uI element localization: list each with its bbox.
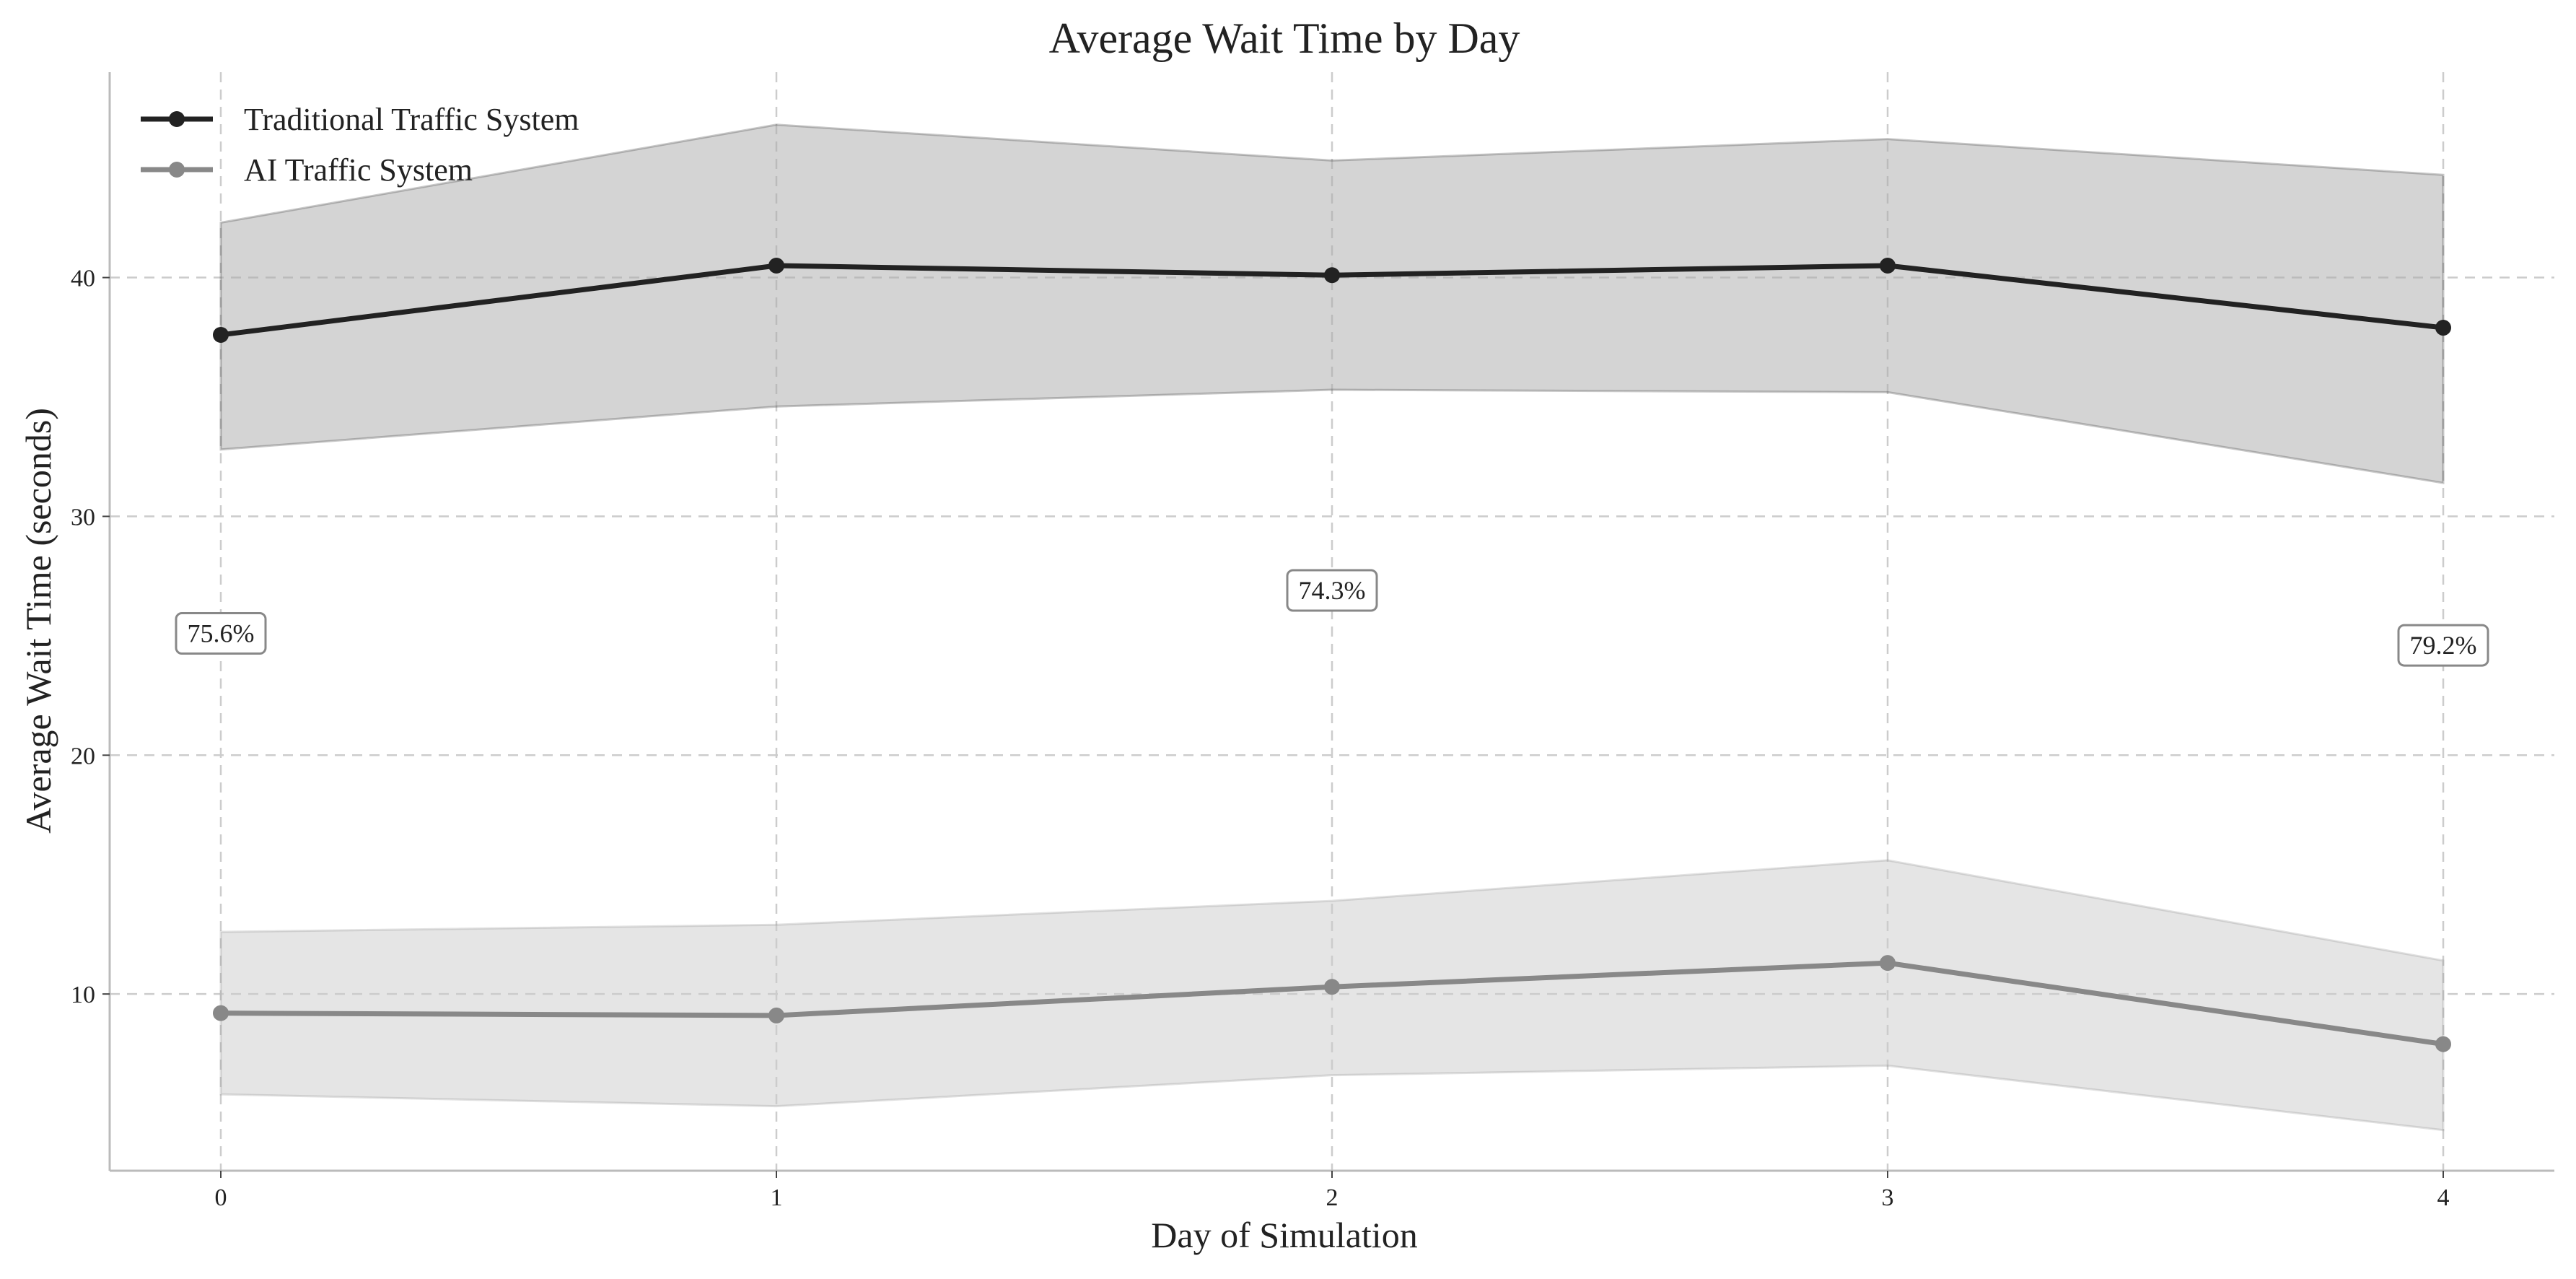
x-tick-label: 0: [215, 1184, 227, 1211]
y-tick-label: 30: [71, 504, 95, 531]
annotation-frame: [1286, 569, 1378, 612]
chart-title: Average Wait Time by Day: [1049, 14, 1520, 62]
annotation-text: 75.6%: [188, 619, 255, 648]
legend-marker-traditional: [169, 111, 185, 127]
annotation-text: 79.2%: [2410, 631, 2477, 660]
legend: Traditional Traffic System AI Traffic Sy…: [141, 102, 579, 188]
legend-label-ai: AI Traffic System: [244, 152, 473, 188]
data-point-traditional: [2435, 320, 2451, 336]
x-tick-label: 2: [1326, 1184, 1339, 1211]
data-point-ai: [213, 1005, 229, 1021]
annotation-box: 79.2%: [2397, 624, 2489, 667]
x-tick-label: 4: [2437, 1184, 2450, 1211]
data-point-traditional: [1324, 267, 1340, 284]
y-tick-label: 40: [71, 266, 95, 292]
y-tick-label: 10: [71, 982, 95, 1008]
data-point-ai: [1324, 979, 1340, 995]
annotation-box: 74.3%: [1286, 569, 1378, 612]
x-tick-label: 3: [1882, 1184, 1894, 1211]
axis-ticks: 0 1 2 3 4 10 20 30 40: [71, 266, 2450, 1211]
x-tick-label: 1: [771, 1184, 783, 1211]
annotation-frame: [2397, 624, 2489, 667]
legend-marker-ai: [169, 162, 185, 178]
annotation-box: 75.6%: [175, 612, 267, 655]
x-axis-label: Day of Simulation: [1151, 1215, 1417, 1255]
y-axis-label: Average Wait Time (seconds): [18, 408, 58, 834]
data-point-ai: [768, 1007, 784, 1023]
confidence-bands: [219, 123, 2445, 1132]
band-traditional: [219, 123, 2445, 484]
y-tick-label: 20: [71, 743, 95, 769]
series-lines: [213, 258, 2451, 1052]
band-ai: [219, 859, 2445, 1132]
annotation-frame: [175, 612, 267, 655]
data-point-traditional: [768, 258, 784, 274]
data-point-ai: [1880, 955, 1896, 972]
reduction-annotations: 75.6% 74.3% 79.2%: [175, 569, 2489, 667]
legend-label-traditional: Traditional Traffic System: [244, 102, 579, 137]
annotation-text: 74.3%: [1299, 576, 1366, 605]
data-point-ai: [2435, 1036, 2451, 1052]
data-point-traditional: [1880, 258, 1896, 274]
data-point-traditional: [213, 326, 229, 343]
